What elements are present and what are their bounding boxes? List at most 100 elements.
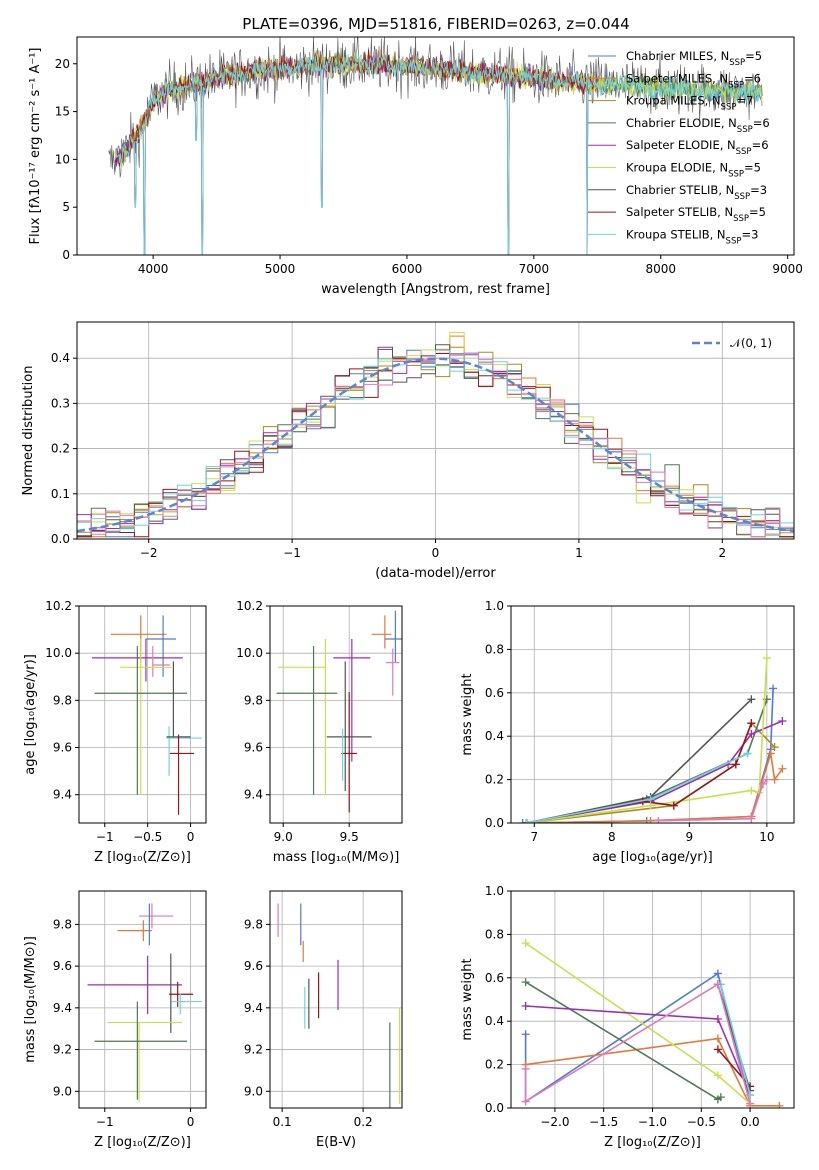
x-axis-label: Z [log₁₀(Z/Z⊙)] — [94, 1135, 191, 1150]
weight-marker — [746, 1099, 755, 1108]
axes-frame — [76, 321, 795, 540]
y-tick-label: 9.0 — [53, 1084, 72, 1098]
weight-marker — [713, 1071, 722, 1080]
x-axis-label: (data-model)/error — [375, 566, 496, 581]
weight-marker — [778, 717, 787, 726]
legend-subscript: SSP — [729, 58, 745, 68]
errorbar-chabrier-miles — [145, 615, 176, 677]
y-tick-label: 10.0 — [45, 646, 72, 660]
weight-series-pink — [654, 775, 771, 823]
y-tick-label: 0.0 — [51, 532, 70, 546]
y-tick-label: 9.4 — [53, 1001, 72, 1015]
y-tick-label: 0.6 — [485, 686, 504, 700]
y-tick-label: 9.8 — [244, 693, 263, 707]
y-tick-label: 10 — [55, 152, 70, 166]
weight-marker — [769, 684, 778, 693]
mass-weight-vs-age-panel: 7 8 9 10 0.0 0.2 0.4 0.6 0.8 1.0 age [log₁₀(age/yr… — [460, 599, 795, 865]
errorbar-salpeter-stelib — [169, 981, 194, 1007]
axes-frame — [510, 890, 795, 1109]
histogram-pink — [77, 352, 794, 538]
spectrum-panel: 4000 5000 6000 7000 8000 9000 0 5 10 15 20 waveleng… — [28, 36, 803, 297]
legend-subscript: SSP — [736, 147, 752, 157]
weight-lines — [521, 939, 784, 1108]
x-tick-label: −1.0 — [638, 1115, 667, 1129]
errorbar-kroupa-stelib — [166, 726, 202, 776]
x-tick-label: 2 — [718, 546, 726, 560]
x-tick-label: 7 — [530, 830, 538, 844]
errorbar-salpeter-elodie — [333, 639, 371, 762]
weight-marker — [521, 1030, 530, 1039]
errorbars — [277, 903, 401, 1108]
weight-marker — [770, 775, 779, 784]
y-tick-label: 0.8 — [485, 642, 504, 656]
x-tick-label: 8000 — [645, 262, 676, 276]
axes-frame — [78, 605, 207, 824]
weight-marker — [716, 1093, 725, 1102]
weight-marker — [762, 775, 771, 784]
weight-marker — [521, 1097, 530, 1106]
legend-subscript: SSP — [728, 80, 744, 90]
errorbars — [91, 615, 202, 815]
y-tick-label: 9.2 — [53, 1043, 72, 1057]
x-tick-label: 10 — [759, 830, 774, 844]
y-axis-label: age [log₁₀(age/yr)] — [23, 654, 38, 775]
y-tick-label: 0.6 — [485, 971, 504, 985]
y-tick-label: 9.8 — [53, 693, 72, 707]
weight-marker — [654, 816, 663, 823]
legend-count: =6 — [744, 71, 761, 85]
weight-marker — [669, 801, 678, 810]
x-tick-label: 7000 — [519, 262, 550, 276]
legend-label: Salpeter STELIB, NSSP=5 — [626, 205, 766, 224]
y-tick-label: 0.2 — [485, 1058, 504, 1072]
weight-marker — [747, 695, 756, 704]
x-tick-label: 0 — [432, 546, 440, 560]
legend-count: =6 — [753, 116, 770, 130]
model-spectrum-kroupa-stelib — [114, 53, 763, 255]
weight-series-kroupa-stelib — [522, 749, 752, 823]
x-axis-label: mass [log₁₀(M/M⊙)] — [273, 850, 400, 865]
weight-line — [524, 983, 751, 1104]
age-vs-mass-panel: 9.0 9.5 9.4 9.6 9.8 10.0 10.2 mass [log₁₀(M/M⊙)… — [236, 599, 403, 865]
weight-marker — [747, 786, 756, 795]
x-axis-label: Z [log₁₀(Z/Z⊙)] — [604, 1135, 701, 1150]
y-tick-label: 0.2 — [51, 442, 70, 456]
y-axis-label: Normed distribution — [21, 366, 36, 496]
weight-marker — [747, 719, 756, 728]
y-tick-label: 0.1 — [51, 487, 70, 501]
y-tick-label: 0.4 — [485, 729, 504, 743]
y-tick-label: 0.3 — [51, 396, 70, 410]
y-tick-label: 15 — [55, 105, 70, 119]
mass-weight-vs-metallicity-panel: −2.0 −1.5 −1.0 −0.5 0.0 0.0 0.2 0.4 0.6 0.8 1.0 Z [… — [460, 884, 795, 1150]
legend-subscript: SSP — [721, 103, 737, 113]
x-tick-label: −1 — [96, 1115, 114, 1129]
x-tick-label: −0.5 — [687, 1115, 716, 1129]
y-axis-label: mass weight — [460, 673, 475, 755]
x-tick-label: 0.1 — [273, 1115, 292, 1129]
weight-marker — [747, 730, 756, 739]
weight-marker — [731, 760, 740, 769]
axes-frame — [269, 605, 403, 824]
weight-series-chabrier-elodie — [522, 695, 771, 823]
errorbar-kroupa-elodie — [277, 639, 327, 795]
weight-marker — [713, 1045, 722, 1054]
y-tick-label: 9.6 — [53, 959, 72, 973]
y-tick-label: 9.6 — [244, 741, 263, 755]
weight-marker — [770, 743, 779, 752]
normal-curve — [77, 357, 794, 533]
errorbar-pink — [152, 646, 170, 677]
weight-marker — [775, 1101, 784, 1108]
weight-line — [720, 984, 751, 1096]
errorbars — [87, 903, 202, 1102]
weight-marker — [646, 816, 655, 823]
y-axis-label: mass [log₁₀(M/M⊙)] — [23, 936, 38, 1063]
weight-marker — [758, 779, 767, 788]
y-tick-label: 0.2 — [485, 773, 504, 787]
x-tick-label: 6000 — [392, 262, 423, 276]
errorbar-pink — [139, 903, 174, 929]
legend-label: Kroupa ELODIE, NSSP=5 — [626, 161, 761, 180]
x-tick-label: 4000 — [138, 262, 169, 276]
weight-marker — [521, 1064, 530, 1073]
mass-vs-ebv-panel: 0.1 0.2 9.0 9.2 9.4 9.6 9.8 E(B-V) — [244, 890, 403, 1150]
x-tick-label: 8 — [608, 830, 616, 844]
